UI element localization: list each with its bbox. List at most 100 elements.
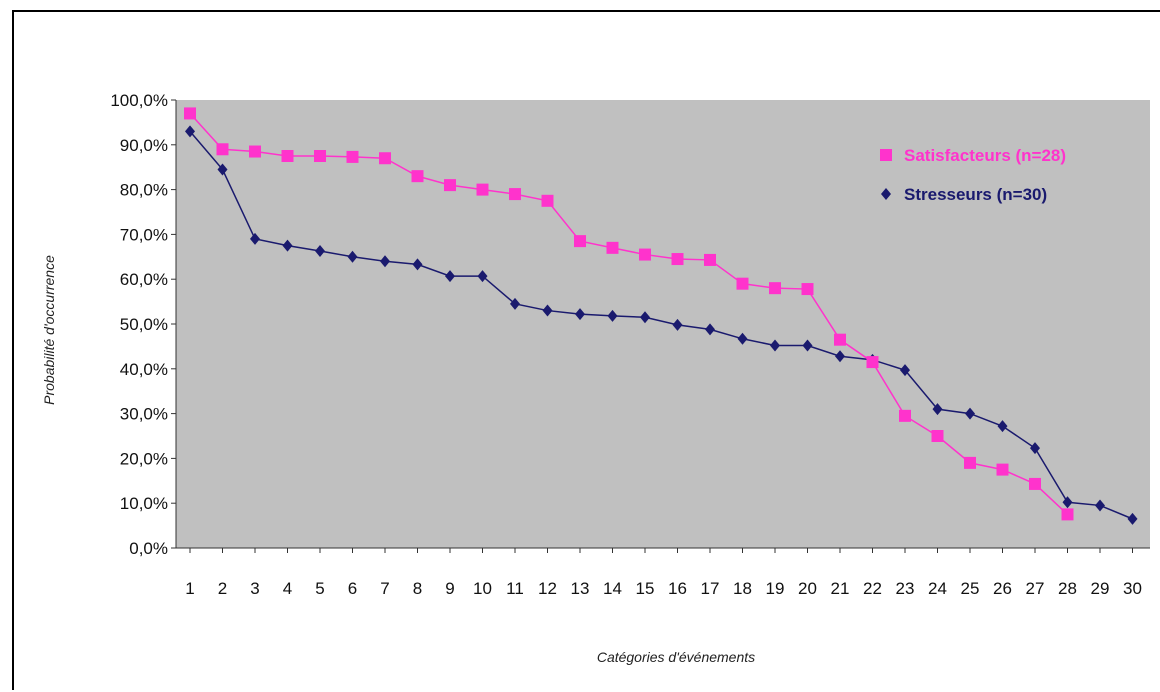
y-tick-label: 10,0% — [120, 494, 168, 513]
data-point-stresseurs — [640, 311, 650, 324]
data-point-stresseurs — [1127, 512, 1138, 525]
legend-label-satisfacteurs: Satisfacteurs (n=28) — [904, 146, 1066, 165]
data-point-stresseurs — [250, 232, 260, 245]
data-point-satisfacteurs — [801, 283, 814, 296]
data-point-satisfacteurs — [639, 248, 651, 261]
x-tick-label: 13 — [571, 579, 590, 598]
x-tick-label: 23 — [896, 579, 915, 598]
data-point-stresseurs — [802, 339, 813, 352]
data-point-stresseurs — [705, 323, 715, 336]
data-point-satisfacteurs — [476, 183, 489, 196]
data-point-satisfacteurs — [736, 277, 749, 290]
x-tick-label: 9 — [445, 579, 454, 598]
x-tick-label: 26 — [993, 579, 1012, 598]
series-line-stresseurs — [189, 130, 1133, 520]
data-point-satisfacteurs — [899, 409, 911, 422]
data-point-satisfacteurs — [379, 152, 391, 165]
x-tick-label: 27 — [1026, 579, 1045, 598]
data-point-stresseurs — [932, 403, 943, 416]
y-tick-label: 30,0% — [120, 405, 168, 424]
legend-marker-satisfacteurs — [880, 149, 892, 161]
x-tick-label: 1 — [185, 579, 194, 598]
data-point-satisfacteurs — [444, 179, 456, 192]
x-tick-label: 18 — [733, 579, 752, 598]
x-tick-label: 12 — [538, 579, 557, 598]
x-tick-label: 3 — [250, 579, 259, 598]
data-point-satisfacteurs — [411, 170, 424, 183]
chart-frame: 0,0% 10,0% 20,0% 30,0% 40,0% 50,0% 60,0% 70,0% 8… — [12, 10, 1160, 690]
data-point-satisfacteurs — [704, 253, 716, 266]
plot-area — [176, 100, 1150, 548]
legend-marker-stresseurs — [881, 188, 891, 200]
data-point-stresseurs — [997, 420, 1008, 433]
data-point-stresseurs — [542, 304, 553, 317]
data-point-stresseurs — [770, 339, 780, 352]
data-point-satisfacteurs — [346, 150, 359, 163]
data-point-stresseurs — [672, 318, 683, 331]
x-tick-label: 8 — [413, 579, 422, 598]
data-point-stresseurs — [1030, 442, 1040, 455]
data-point-stresseurs — [900, 364, 910, 377]
x-tick-label: 25 — [961, 579, 980, 598]
x-tick-label: 29 — [1091, 579, 1110, 598]
y-tick-label: 50,0% — [120, 315, 168, 334]
data-point-stresseurs — [315, 244, 325, 257]
data-point-satisfacteurs — [184, 107, 196, 120]
x-tick-label: 21 — [831, 579, 850, 598]
data-point-stresseurs — [445, 270, 455, 283]
data-point-satisfacteurs — [574, 235, 586, 248]
data-point-satisfacteurs — [1061, 508, 1074, 521]
data-point-satisfacteurs — [931, 430, 944, 442]
data-point-satisfacteurs — [964, 456, 976, 469]
data-point-satisfacteurs — [281, 150, 294, 162]
y-tick-label: 70,0% — [120, 225, 168, 244]
y-tick-label: 20,0% — [120, 449, 168, 468]
x-tick-label: 7 — [380, 579, 389, 598]
data-point-satisfacteurs — [509, 188, 521, 201]
series-line-satisfacteurs — [189, 112, 1069, 515]
x-tick-label: 16 — [668, 579, 687, 598]
y-tick-label: 80,0% — [120, 181, 168, 200]
y-tick-label: 60,0% — [120, 270, 168, 289]
x-tick-label: 17 — [701, 579, 720, 598]
x-axis-title: Catégories d'événements — [597, 649, 755, 665]
y-tick-label: 100,0% — [110, 91, 168, 110]
data-point-stresseurs — [1062, 496, 1073, 509]
y-tick-label: 90,0% — [120, 136, 168, 155]
data-point-stresseurs — [835, 350, 845, 363]
x-tick-label: 11 — [506, 579, 524, 598]
data-point-stresseurs — [217, 163, 228, 176]
data-point-stresseurs — [282, 239, 293, 252]
x-tick-label: 4 — [283, 579, 292, 598]
data-point-stresseurs — [477, 270, 488, 283]
x-tick-label: 30 — [1123, 579, 1142, 598]
data-point-stresseurs — [347, 250, 358, 263]
data-point-stresseurs — [575, 308, 585, 321]
data-point-stresseurs — [380, 255, 390, 268]
x-tick-label: 22 — [863, 579, 882, 598]
data-point-stresseurs — [412, 258, 423, 271]
x-tick-label: 24 — [928, 579, 947, 598]
data-point-satisfacteurs — [996, 463, 1009, 476]
x-tick-label: 19 — [766, 579, 785, 598]
data-point-stresseurs — [607, 309, 618, 322]
data-point-satisfacteurs — [671, 253, 684, 266]
y-tick-label: 40,0% — [120, 360, 168, 379]
x-tick-label: 2 — [218, 579, 227, 598]
x-tick-label: 10 — [473, 579, 492, 598]
x-tick-label: 14 — [603, 579, 622, 598]
data-point-satisfacteurs — [834, 333, 846, 346]
data-point-stresseurs — [737, 332, 748, 345]
legend-label-stresseurs: Stresseurs (n=30) — [904, 185, 1047, 204]
line-chart: 0,0% 10,0% 20,0% 30,0% 40,0% 50,0% 60,0% 70,0% 8… — [41, 91, 1150, 665]
x-tick-label: 20 — [798, 579, 817, 598]
data-point-satisfacteurs — [606, 241, 619, 254]
x-tick-label: 6 — [348, 579, 357, 598]
x-tick-label: 5 — [315, 579, 324, 598]
data-point-satisfacteurs — [866, 356, 879, 369]
data-point-satisfacteurs — [216, 143, 229, 156]
data-point-satisfacteurs — [314, 150, 326, 162]
data-point-stresseurs — [1095, 499, 1105, 512]
x-tick-label: 15 — [636, 579, 655, 598]
data-point-satisfacteurs — [249, 145, 261, 158]
